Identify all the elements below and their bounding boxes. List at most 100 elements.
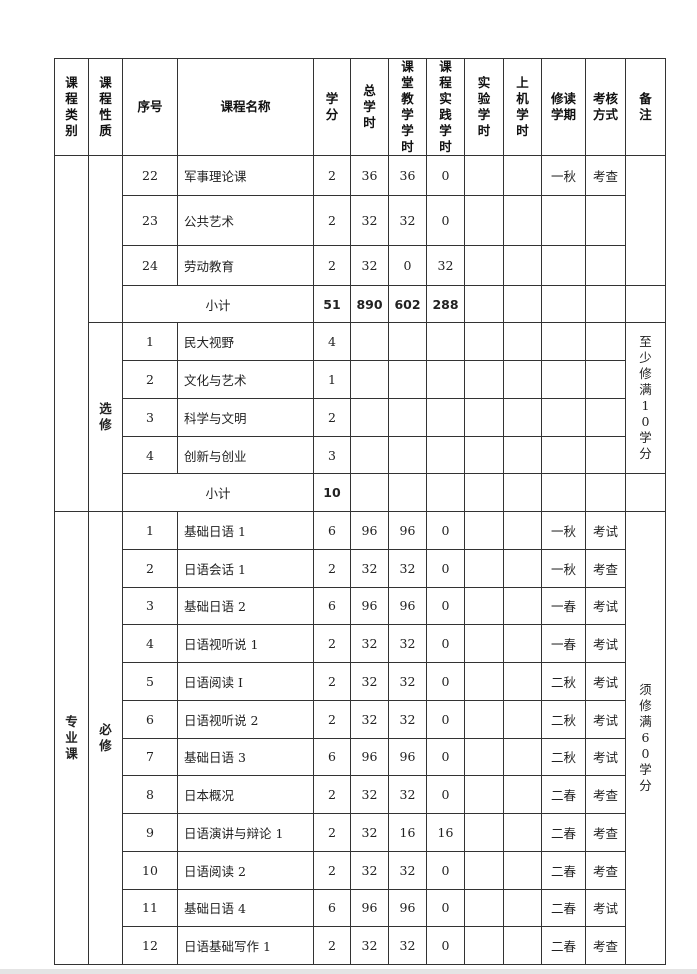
no-cell: 2 bbox=[122, 548, 178, 588]
name-cell-text: 日语阅读 I bbox=[184, 674, 243, 690]
practice-cell-text: 0 bbox=[441, 213, 450, 228]
no-cell: 1 bbox=[122, 511, 178, 550]
name-cell: 民大视野 bbox=[177, 322, 314, 361]
lab-cell bbox=[464, 155, 504, 196]
name-cell-text: 公共艺术 bbox=[184, 214, 235, 229]
header-label: 修读学期 bbox=[550, 91, 576, 122]
table-cell bbox=[503, 662, 542, 701]
practice-cell: 0 bbox=[426, 662, 465, 701]
practice-cell: 0 bbox=[426, 155, 465, 196]
header-label: 学分 bbox=[325, 91, 339, 122]
table-cell bbox=[350, 398, 389, 437]
total-cell-text: 32 bbox=[361, 862, 378, 878]
class-cell: 32 bbox=[388, 548, 427, 588]
no-cell-text: 1 bbox=[146, 334, 154, 349]
table-row: 4 日语视听说 1 2 32 32 0 一春 考试 bbox=[55, 624, 666, 663]
table-cell bbox=[541, 360, 586, 399]
table-cell bbox=[464, 586, 504, 626]
no-cell-text: 3 bbox=[146, 410, 154, 425]
table-cell bbox=[464, 662, 504, 701]
table-cell bbox=[464, 548, 504, 588]
table-cell bbox=[503, 926, 542, 965]
table-cell bbox=[503, 436, 542, 474]
no-cell: 1 bbox=[122, 322, 178, 361]
credit-cell: 2 bbox=[313, 245, 351, 286]
note-cell: 至少修满10学分 bbox=[625, 322, 666, 474]
credit-cell-text: 2 bbox=[328, 711, 336, 727]
exam-cell-text: 考查 bbox=[592, 169, 618, 184]
header-cell: 课程实践学时 bbox=[426, 58, 465, 156]
computer-cell bbox=[503, 195, 542, 246]
credit-cell: 2 bbox=[313, 195, 351, 246]
total-cell-text: 32 bbox=[361, 636, 378, 652]
term-cell: 一春 bbox=[541, 586, 586, 626]
no-cell-text: 5 bbox=[146, 673, 154, 689]
term-cell bbox=[541, 245, 586, 286]
class-cell: 32 bbox=[388, 850, 427, 890]
header-label: 考核方式 bbox=[592, 91, 618, 122]
exam-cell-text: 考试 bbox=[592, 750, 618, 766]
exam-cell bbox=[585, 245, 626, 286]
header-cell: 课程性质 bbox=[88, 58, 123, 156]
page-edge bbox=[0, 969, 697, 974]
term-cell-text: 二秋 bbox=[550, 712, 576, 728]
practice-cell-text: 0 bbox=[441, 900, 450, 916]
table-cell bbox=[503, 775, 542, 814]
category-cell: 专业课 bbox=[54, 511, 89, 965]
table-cell bbox=[541, 436, 586, 474]
name-cell-text: 军事理论课 bbox=[184, 169, 247, 184]
computer-cell bbox=[503, 245, 542, 286]
total-cell-text: 32 bbox=[361, 673, 378, 689]
table-cell bbox=[625, 473, 666, 512]
no-cell-text: 12 bbox=[142, 938, 158, 954]
name-cell-text: 创新与创业 bbox=[184, 448, 247, 464]
credit-cell-text: 2 bbox=[328, 168, 336, 183]
term-cell: 二春 bbox=[541, 850, 586, 890]
table-cell bbox=[585, 436, 626, 474]
total-cell-text: 96 bbox=[361, 522, 378, 538]
exam-cell: 考查 bbox=[585, 155, 626, 196]
class-cell: 96 bbox=[388, 586, 427, 626]
name-cell-text: 科学与文明 bbox=[184, 411, 247, 426]
table-cell bbox=[388, 360, 427, 399]
table-cell bbox=[503, 511, 542, 550]
no-cell: 4 bbox=[122, 436, 178, 474]
total-cell-text: 36 bbox=[361, 168, 378, 183]
table-cell bbox=[503, 548, 542, 588]
exam-cell: 考试 bbox=[585, 662, 626, 701]
table-row: 10 日语阅读 2 2 32 32 0 二春 考查 bbox=[55, 850, 666, 890]
name-cell: 日语阅读 2 bbox=[177, 850, 314, 890]
practice-cell: 0 bbox=[426, 888, 465, 928]
exam-cell: 考试 bbox=[585, 737, 626, 777]
table-row: 9 日语演讲与辩论 1 2 32 16 16 二春 考查 bbox=[55, 813, 666, 852]
note-cell-text: 须修满60学分 bbox=[639, 682, 652, 793]
no-cell-text: 1 bbox=[146, 522, 154, 538]
practice-cell: 0 bbox=[426, 548, 465, 588]
name-cell-text: 劳动教育 bbox=[184, 259, 235, 274]
header-row: 课程类别 课程性质 序号 课程名称 学分 总学时 课堂教学学时 课程实践学时 实验学时 上机学时 修… bbox=[54, 58, 666, 156]
header-cell: 课堂教学学时 bbox=[388, 58, 427, 156]
table-row: 专业课 必修 1 基础日语 1 6 96 96 0 一秋 考试 须修满60学分 bbox=[54, 511, 666, 965]
class-cell: 32 bbox=[388, 195, 427, 246]
table-row: 24 劳动教育 2 32 0 32 bbox=[55, 245, 666, 286]
exam-cell-text: 考查 bbox=[592, 939, 618, 955]
credit-cell: 1 bbox=[313, 360, 351, 399]
practice-cell-text: 16 bbox=[437, 824, 454, 840]
name-cell-text: 日本概况 bbox=[184, 788, 235, 804]
table-row: 3 科学与文明 2 bbox=[55, 398, 666, 437]
header-cell: 备注 bbox=[625, 58, 666, 156]
table-cell bbox=[503, 285, 542, 323]
no-cell: 4 bbox=[122, 624, 178, 663]
header-cell: 考核方式 bbox=[585, 58, 626, 156]
credit-cell-text: 2 bbox=[328, 560, 336, 576]
name-cell: 日语阅读 I bbox=[177, 662, 314, 701]
subtotal-class-text: 602 bbox=[394, 296, 421, 312]
name-cell: 文化与艺术 bbox=[177, 360, 314, 399]
class-cell: 32 bbox=[388, 624, 427, 663]
header-cell: 学分 bbox=[313, 58, 351, 156]
category-cell-text: 专业课 bbox=[65, 714, 78, 761]
term-cell-text: 一秋 bbox=[550, 561, 576, 577]
class-cell-text: 32 bbox=[399, 636, 416, 652]
class-cell-text: 32 bbox=[399, 560, 416, 576]
subtotal-class: 602 bbox=[388, 285, 427, 323]
